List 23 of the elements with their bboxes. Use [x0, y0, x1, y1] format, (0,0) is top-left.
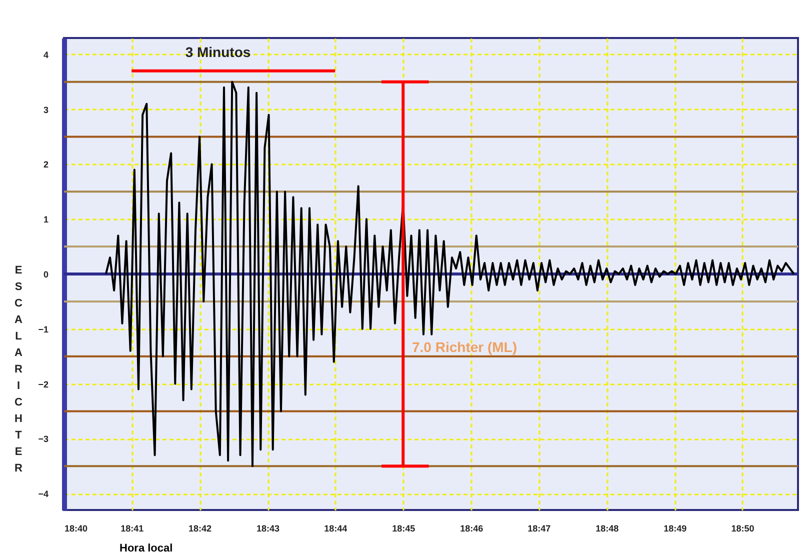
y-tick-label: 3 — [43, 104, 48, 115]
annotation: 7.0 Richter (ML) — [412, 339, 518, 356]
y-tick-label: 1 — [43, 214, 48, 225]
x-tick-label: 18:44 — [324, 524, 348, 534]
x-tick-label: 18:50 — [731, 524, 754, 534]
text: ESCALA RICHTER — [14, 264, 22, 474]
x-tick-label: 18:49 — [664, 524, 687, 534]
y-tick-label: −3 — [38, 434, 48, 444]
x-tick-label: 18:42 — [188, 524, 212, 534]
x-tick-label: 18:40 — [64, 524, 88, 534]
x-tick-label: 18:48 — [596, 524, 619, 534]
x-tick-label: 18:45 — [392, 524, 416, 534]
y-tick-label: −2 — [38, 379, 48, 390]
y-tick-label: 2 — [43, 160, 48, 170]
x-tick-label: 18:47 — [528, 524, 551, 534]
x-tick-label: 18:46 — [460, 524, 484, 534]
x-tick-label: 18:43 — [256, 524, 280, 534]
y-tick-label: 0 — [43, 270, 48, 280]
x-axis-title: Hora local — [120, 542, 173, 554]
x-tick-label: 18:41 — [120, 524, 144, 534]
y-tick-label: −4 — [38, 489, 48, 500]
y-tick-label: −1 — [38, 324, 48, 334]
y-tick-label: 4 — [43, 50, 48, 60]
